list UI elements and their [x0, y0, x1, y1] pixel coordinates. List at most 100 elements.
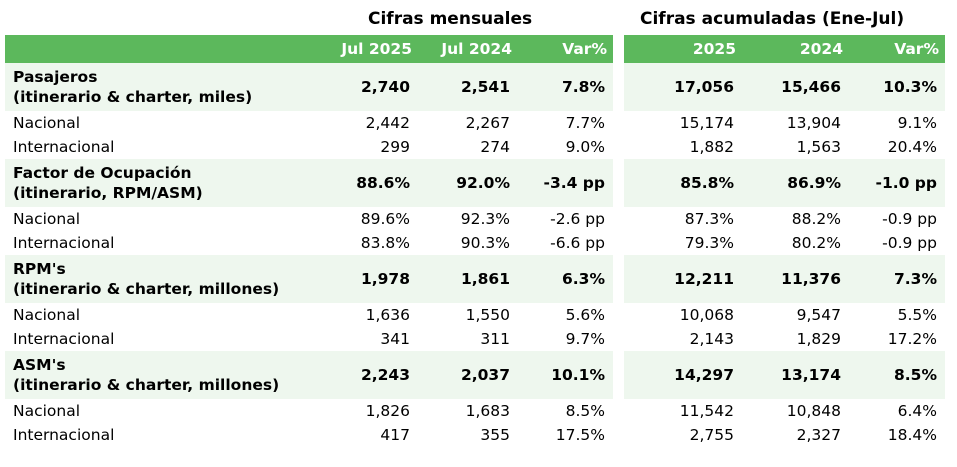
group-value: 10.1% [518, 351, 613, 399]
group-value: 12,211 [624, 255, 742, 303]
row-value: 1,683 [465, 402, 510, 420]
row-value: 417 [380, 426, 410, 444]
header-blank [5, 35, 318, 63]
group-row: 14,297 13,174 8.5% [624, 351, 945, 399]
group-label: RPM's (itinerario & charter, millones) [5, 255, 318, 303]
row-label: Internacional [13, 426, 115, 444]
row-value: 92.3% [460, 210, 510, 228]
group-value: 2,740 [318, 63, 418, 111]
row-value: 2,267 [465, 114, 510, 132]
group-title: ASM's [13, 356, 66, 374]
row-label: Nacional [13, 210, 81, 228]
group-subtitle: (itinerario & charter, millones) [13, 376, 280, 394]
table-row: Nacional 1,826 1,683 8.5% [5, 399, 613, 423]
row-value: 274 [480, 138, 510, 156]
header-var-monthly: Var% [518, 35, 613, 63]
row-value: 6.4% [897, 402, 937, 420]
group-title: RPM's [13, 260, 66, 278]
header-row: Jul 2025 Jul 2024 Var% [5, 35, 613, 63]
row-value: 1,563 [796, 138, 841, 156]
table-row: Nacional 2,442 2,267 7.7% [5, 111, 613, 135]
row-value: 79.3% [684, 234, 734, 252]
group-value: 92.0% [418, 159, 518, 207]
group-value: 1,861 [418, 255, 518, 303]
group-row: Pasajeros (itinerario & charter, miles) 2,… [5, 63, 613, 111]
group-value: 7.3% [849, 255, 945, 303]
group-value: 1,978 [318, 255, 418, 303]
row-value: 1,636 [365, 306, 410, 324]
group-row: Factor de Ocupación (itinerario, RPM/ASM)… [5, 159, 613, 207]
group-title: Factor de Ocupación [13, 164, 192, 182]
group-value: 13,174 [742, 351, 849, 399]
header-row: 2025 2024 Var% [624, 35, 945, 63]
header-var-cumulative: Var% [849, 35, 945, 63]
row-value: 355 [480, 426, 510, 444]
row-value: 5.6% [565, 306, 605, 324]
table-row: 1,882 1,563 20.4% [624, 135, 945, 159]
group-row: 17,056 15,466 10.3% [624, 63, 945, 111]
row-value: 89.6% [360, 210, 410, 228]
row-value: 87.3% [684, 210, 734, 228]
row-value: 8.5% [565, 402, 605, 420]
header-jul-2024: Jul 2024 [418, 35, 518, 63]
group-value: 10.3% [849, 63, 945, 111]
group-value: 8.5% [849, 351, 945, 399]
table-row: Internacional 299 274 9.0% [5, 135, 613, 159]
group-row: 85.8% 86.9% -1.0 pp [624, 159, 945, 207]
table-row: 10,068 9,547 5.5% [624, 303, 945, 327]
row-value: 2,327 [796, 426, 841, 444]
group-value: 2,541 [418, 63, 518, 111]
group-value: 88.6% [318, 159, 418, 207]
row-value: 299 [380, 138, 410, 156]
table-row: Internacional 417 355 17.5% [5, 423, 613, 447]
row-value: 18.4% [887, 426, 937, 444]
row-value: 311 [480, 330, 510, 348]
group-value: 85.8% [624, 159, 742, 207]
row-value: -6.6 pp [550, 234, 605, 252]
row-value: 9.0% [565, 138, 605, 156]
row-label: Nacional [13, 114, 81, 132]
table-row: 2,755 2,327 18.4% [624, 423, 945, 447]
row-value: 1,882 [689, 138, 734, 156]
table-row: 11,542 10,848 6.4% [624, 399, 945, 423]
group-value: 2,243 [318, 351, 418, 399]
row-value: -0.9 pp [882, 210, 937, 228]
group-label: Pasajeros (itinerario & charter, miles) [5, 63, 318, 111]
table-row: Internacional 83.8% 90.3% -6.6 pp [5, 231, 613, 255]
row-value: 17.5% [555, 426, 605, 444]
row-value: 13,904 [786, 114, 841, 132]
row-value: 1,829 [796, 330, 841, 348]
row-value: 88.2% [791, 210, 841, 228]
table-row: 15,174 13,904 9.1% [624, 111, 945, 135]
row-value: 1,826 [365, 402, 410, 420]
group-value: 11,376 [742, 255, 849, 303]
row-value: 83.8% [360, 234, 410, 252]
cumulative-figures-title: Cifras acumuladas (Ene-Jul) [640, 9, 905, 29]
group-row: RPM's (itinerario & charter, millones) 1,9… [5, 255, 613, 303]
row-value: -0.9 pp [882, 234, 937, 252]
cumulative-table: 2025 2024 Var% 17,056 15,466 10.3% 15,174 13,90… [624, 35, 945, 447]
group-value: 17,056 [624, 63, 742, 111]
row-value: 7.7% [565, 114, 605, 132]
row-label: Internacional [13, 138, 115, 156]
row-value: 17.2% [887, 330, 937, 348]
row-value: 11,542 [679, 402, 734, 420]
row-value: 5.5% [897, 306, 937, 324]
row-value: 9.1% [897, 114, 937, 132]
table-row: Internacional 341 311 9.7% [5, 327, 613, 351]
group-label: Factor de Ocupación (itinerario, RPM/ASM) [5, 159, 318, 207]
header-2025: 2025 [624, 35, 742, 63]
row-value: 20.4% [887, 138, 937, 156]
row-value: 2,143 [689, 330, 734, 348]
monthly-figures-title: Cifras mensuales [368, 9, 533, 29]
group-subtitle: (itinerario & charter, miles) [13, 88, 253, 106]
table-row: 79.3% 80.2% -0.9 pp [624, 231, 945, 255]
header-jul-2025: Jul 2025 [318, 35, 418, 63]
row-value: 2,755 [689, 426, 734, 444]
row-value: 9,547 [796, 306, 841, 324]
group-value: 86.9% [742, 159, 849, 207]
table-row: Nacional 1,636 1,550 5.6% [5, 303, 613, 327]
group-value: 15,466 [742, 63, 849, 111]
group-value: 6.3% [518, 255, 613, 303]
group-row: ASM's (itinerario & charter, millones) 2,2… [5, 351, 613, 399]
